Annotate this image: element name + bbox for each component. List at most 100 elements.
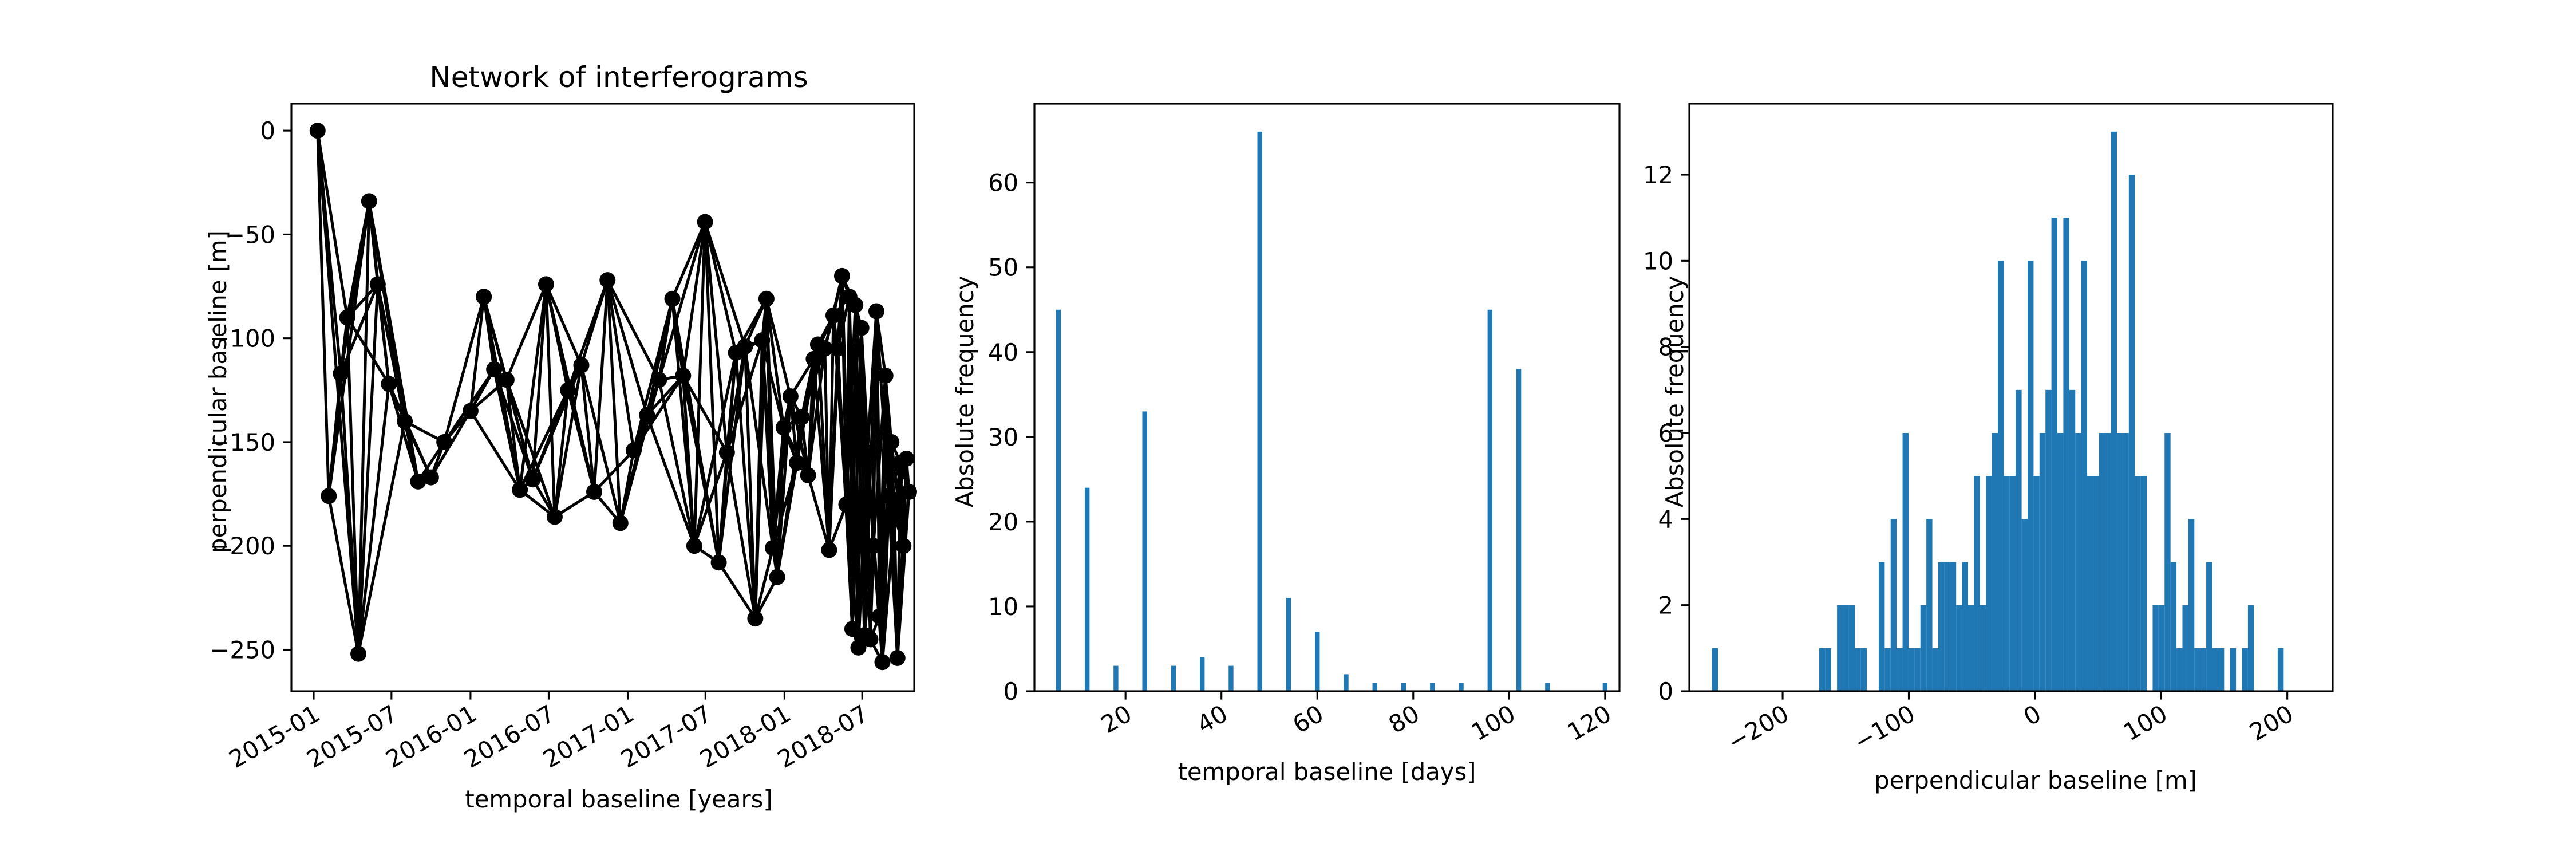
- interferogram-link: [553, 390, 570, 517]
- interferogram-link: [593, 449, 635, 493]
- acquisition-point: [381, 376, 397, 392]
- interferogram-link: [704, 222, 729, 453]
- histogram-bar: [2039, 433, 2046, 691]
- histogram-bar: [2111, 131, 2117, 691]
- histogram-bar: [2135, 476, 2141, 691]
- y-tick-label: 30: [988, 423, 1018, 451]
- acquisition-point: [859, 444, 876, 461]
- interferogram-link: [518, 284, 548, 490]
- interferogram-link: [681, 375, 721, 563]
- interferogram-link: [327, 495, 360, 655]
- acquisition-point: [895, 538, 912, 554]
- histogram-bar: [2212, 648, 2218, 691]
- histogram-bar: [2105, 433, 2111, 691]
- interferogram-link: [505, 283, 548, 381]
- interferogram-link: [760, 340, 785, 428]
- plot-frame: [290, 103, 915, 692]
- histogram-bar: [2194, 648, 2200, 691]
- histogram-bar: [1938, 562, 1945, 691]
- acquisition-point: [486, 361, 503, 378]
- histogram-bar: [1257, 131, 1262, 691]
- interferogram-link: [403, 421, 420, 482]
- interferogram-link: [807, 475, 831, 551]
- acquisition-point: [853, 320, 870, 336]
- histogram-bar: [1992, 433, 1998, 691]
- histogram-bar: [2152, 605, 2159, 691]
- acquisition-point: [805, 350, 822, 367]
- histogram-bar: [2009, 476, 2016, 691]
- histogram-bar: [1113, 665, 1119, 691]
- histogram-bar: [1848, 605, 1855, 691]
- acquisition-markers: [309, 123, 917, 671]
- histogram-bar: [1545, 683, 1550, 691]
- histogram-bar: [2045, 389, 2052, 691]
- acquisition-point: [675, 367, 692, 384]
- interferogram-link: [725, 346, 746, 453]
- histogram-bars: [1712, 131, 2284, 692]
- y-tick-label: 60: [988, 169, 1018, 197]
- y-tick-label: −50: [225, 220, 275, 249]
- interferogram-link: [346, 317, 360, 654]
- histogram-bar: [1902, 433, 1909, 691]
- acquisition-point: [838, 496, 855, 513]
- y-tick-label: 20: [988, 508, 1018, 536]
- interferogram-link: [704, 221, 746, 347]
- interferogram-link: [357, 284, 380, 654]
- histogram-bar: [2063, 218, 2069, 692]
- histogram-bar: [2004, 476, 2010, 691]
- histogram-bar: [2123, 433, 2129, 691]
- interferogram-link: [734, 352, 757, 619]
- acquisition-point: [821, 542, 837, 558]
- histogram-bar: [2057, 433, 2064, 691]
- acquisition-point: [789, 455, 805, 471]
- histogram-bar: [1884, 648, 1891, 691]
- acquisition-point: [586, 483, 602, 500]
- y-tick-label: 8: [1658, 333, 1673, 361]
- histogram-bar: [1819, 648, 1826, 691]
- interferogram-link: [606, 279, 649, 416]
- acquisition-point: [737, 338, 753, 355]
- histogram-bar: [2188, 519, 2195, 691]
- histogram-bar: [2277, 648, 2284, 691]
- histogram-bar: [2069, 389, 2076, 691]
- interferogram-link: [316, 130, 349, 318]
- histogram-bar: [1860, 648, 1867, 691]
- interferogram-link: [544, 284, 556, 517]
- histogram-bar: [2247, 605, 2254, 691]
- histogram-bar: [1602, 683, 1608, 691]
- acquisition-point: [321, 488, 337, 505]
- interferogram-link: [646, 375, 685, 416]
- acquisition-point: [889, 649, 906, 666]
- histogram-bar: [2206, 562, 2212, 691]
- acquisition-point: [350, 645, 367, 662]
- interferogram-link: [902, 491, 911, 546]
- acquisition-point: [844, 621, 860, 637]
- histogram-bar: [2200, 648, 2207, 691]
- acquisition-point: [886, 506, 903, 523]
- x-axis-label: temporal baseline [years]: [465, 785, 772, 813]
- interferogram-link: [544, 283, 583, 366]
- interferogram-link: [743, 346, 757, 619]
- interferogram-link: [492, 369, 521, 490]
- acquisition-point: [747, 610, 764, 627]
- histogram-bar: [2128, 175, 2135, 691]
- histogram-bar: [1315, 632, 1320, 691]
- histogram-bar: [2021, 519, 2028, 691]
- acquisition-point: [397, 413, 413, 430]
- acquisition-point: [476, 289, 492, 305]
- y-axis-label: perpendicular baseline [m]: [204, 230, 232, 553]
- y-tick-label: 10: [988, 593, 1018, 621]
- interferogram-link: [357, 384, 390, 655]
- acquisition-point: [546, 509, 563, 525]
- acquisition-point: [697, 214, 713, 230]
- acquisition-point: [686, 538, 702, 554]
- acquisition-point: [512, 482, 528, 498]
- y-tick-label: −200: [210, 532, 276, 560]
- acquisition-point: [718, 444, 735, 461]
- acquisition-point: [850, 639, 867, 656]
- x-axis-label: temporal baseline [days]: [1178, 758, 1476, 786]
- interferogram-link: [725, 452, 757, 619]
- interferogram-link: [505, 379, 556, 518]
- y-tick-label: 0: [1003, 677, 1018, 706]
- acquisition-point: [880, 488, 896, 505]
